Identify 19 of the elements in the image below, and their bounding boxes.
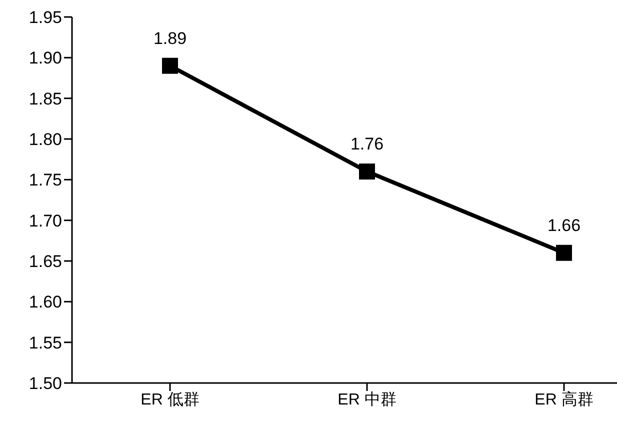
point	[162, 58, 178, 74]
y-tick-label: 1.70	[28, 211, 62, 230]
y-tick-label: 1.50	[28, 374, 62, 394]
y-tick-label: 1.75	[28, 170, 62, 190]
y-tick-label: 1.80	[28, 130, 62, 150]
y-tick-label: 1.85	[28, 89, 62, 108]
point	[556, 244, 572, 261]
x-tick-label: ER 低群	[140, 391, 200, 408]
data-label: 1.66	[547, 216, 581, 235]
y-tick-label: 1.55	[28, 333, 62, 352]
data-label: 1.76	[350, 134, 384, 154]
x-tick-label: ER 中群	[338, 390, 396, 408]
x-tick-label: ER 高群	[534, 390, 594, 408]
point	[359, 164, 375, 180]
y-tick-label: 1.60	[28, 292, 62, 312]
y-tick-label: 1.90	[28, 48, 62, 68]
data-label: 1.89	[153, 28, 187, 48]
y-tick-label: 1.95	[28, 8, 62, 28]
y-tick-label: 1.65	[28, 252, 62, 272]
